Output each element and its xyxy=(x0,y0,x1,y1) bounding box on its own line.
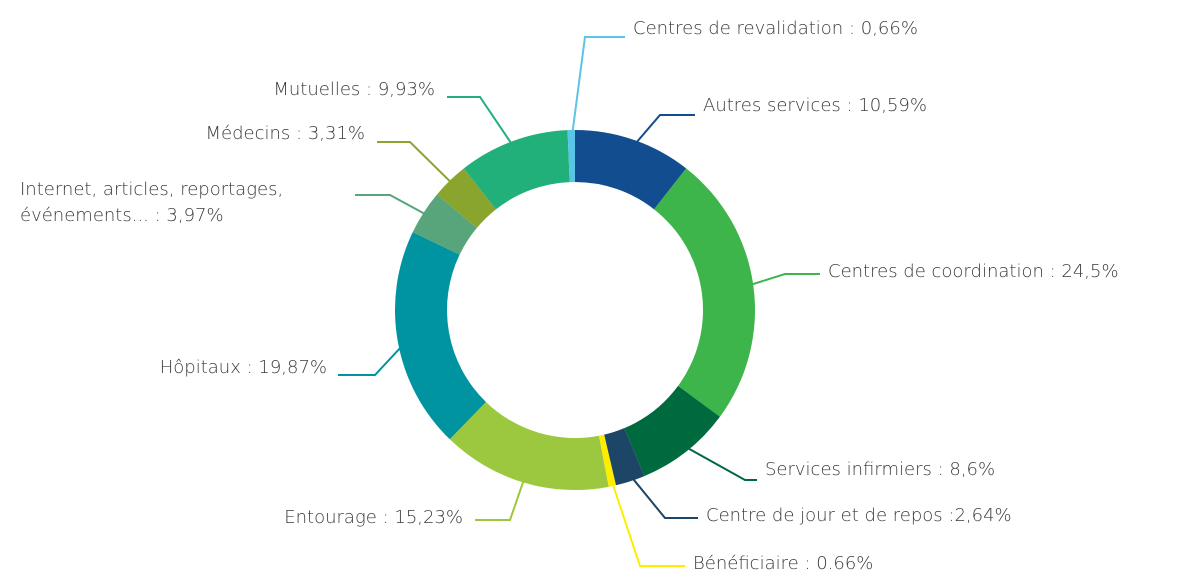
leader-line xyxy=(338,339,409,376)
donut-segment xyxy=(394,232,486,440)
category-label: Centre de jour et de repos xyxy=(706,505,943,526)
donut-segment xyxy=(624,385,720,477)
leader-line xyxy=(377,141,458,189)
data-label: Autres services : 10,59% xyxy=(703,93,927,119)
category-label: Médecins xyxy=(205,123,291,144)
value-label: : 19,87% xyxy=(246,357,327,378)
value-label: : 10,59% xyxy=(846,95,927,116)
category-label: Autres services xyxy=(703,95,841,116)
value-label: :2,64% xyxy=(948,505,1012,526)
data-label: Centre de jour et de repos :2,64% xyxy=(706,503,1012,529)
donut-segment xyxy=(598,434,616,487)
value-label: : 15,23% xyxy=(382,507,463,528)
donut-segment xyxy=(575,130,687,210)
leader-line xyxy=(355,194,433,219)
donut-segment xyxy=(567,130,575,183)
data-label: Internet, articles, reportages, événemen… xyxy=(20,177,360,229)
value-label: : 8,6% xyxy=(937,459,996,480)
data-label: Mutuelles : 9,93% xyxy=(273,77,435,103)
donut-segment xyxy=(463,130,570,210)
value-label: : 3,31% xyxy=(296,123,365,144)
donut-segment xyxy=(654,168,756,417)
donut-segment xyxy=(412,194,477,255)
category-label: Entourage xyxy=(284,507,377,528)
leader-line xyxy=(629,114,695,150)
category-label: Internet, articles, reportages, événemen… xyxy=(20,179,284,226)
leader-line xyxy=(679,442,757,481)
data-label: Entourage : 15,23% xyxy=(284,505,463,531)
category-label: Services infirmiers xyxy=(765,459,932,480)
category-label: Mutuelles xyxy=(273,79,361,100)
category-label: Centres de revalidation xyxy=(633,18,844,39)
value-label: : 24,5% xyxy=(1049,261,1119,282)
leader-line xyxy=(447,96,517,152)
data-label: Centres de revalidation : 0,66% xyxy=(633,16,918,42)
donut-segment xyxy=(449,401,609,490)
leader-line xyxy=(570,36,625,141)
data-label: Médecins : 3,31% xyxy=(206,121,366,147)
data-label: Hôpitaux : 19,87% xyxy=(160,355,327,381)
value-label: : 0,66% xyxy=(848,18,918,39)
donut-segment xyxy=(604,428,645,486)
category-label: Centres de coordination xyxy=(828,261,1044,282)
leader-line xyxy=(609,475,685,567)
value-label: : 9,93% xyxy=(366,79,435,100)
value-label: : 3,97% xyxy=(154,205,224,226)
data-label: Services infirmiers : 8,6% xyxy=(765,457,995,483)
data-label: Centres de coordination : 24,5% xyxy=(828,259,1119,285)
category-label: Bénéficiaire xyxy=(693,553,799,574)
value-label: : 0.66% xyxy=(804,553,874,574)
leader-line xyxy=(626,471,698,519)
leader-line xyxy=(475,472,528,521)
leader-line xyxy=(743,273,820,289)
category-label: Hôpitaux xyxy=(159,357,241,378)
data-label: Bénéficiaire : 0.66% xyxy=(693,551,873,574)
